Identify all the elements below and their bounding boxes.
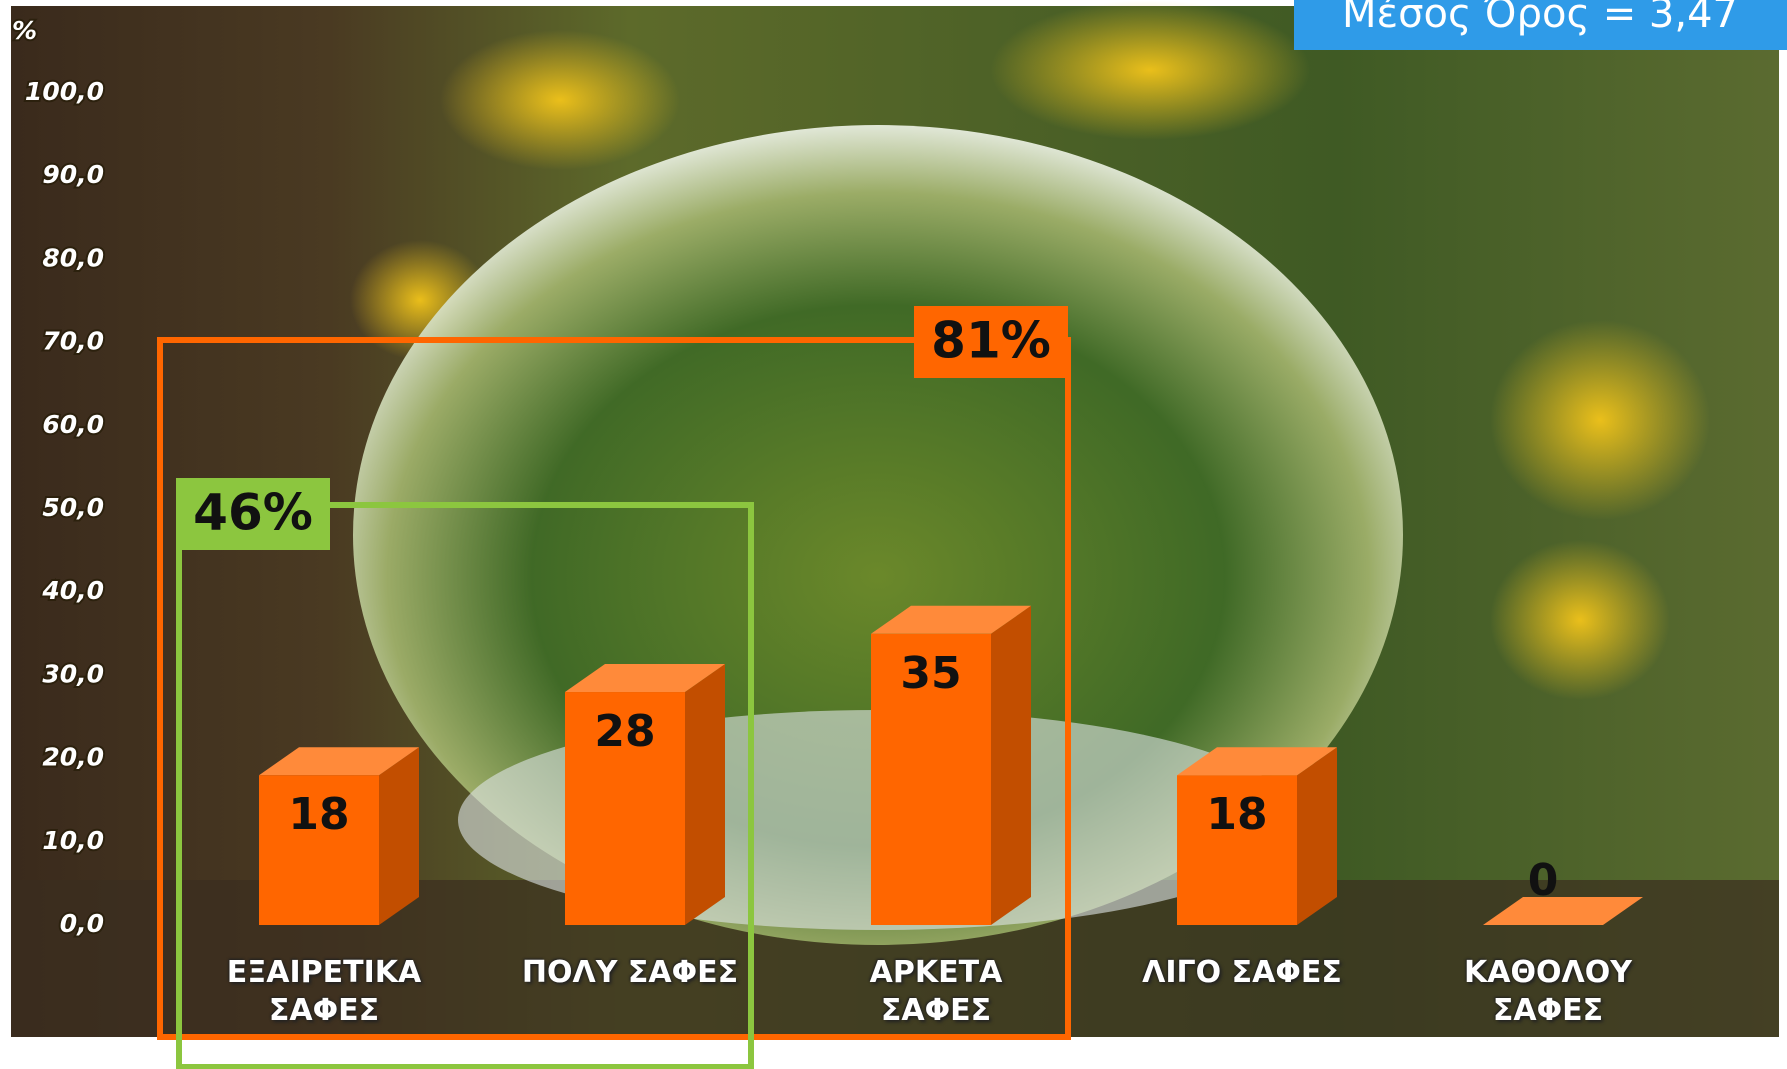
y-tick-label: 20,0 [42,743,104,772]
y-tick-label: 30,0 [42,659,104,688]
value-label: 28 [594,706,655,757]
bar [1177,775,1297,925]
y-tick-label: 80,0 [42,243,104,272]
bracket-label-box [176,478,330,550]
bar-top [259,747,419,776]
x-tick-label: ΕΞΑΙΡΕΤΙΚΑ ΣΑΦΕΣ [226,955,422,1028]
bracket-box [176,502,754,1069]
bar-top [565,664,725,693]
bar-side [991,605,1031,925]
bar-side [685,664,725,925]
y-tick-label: 60,0 [42,410,104,439]
bracket-box [157,337,1071,1040]
bracket-label-box [914,306,1068,378]
y-axis-label: % [12,16,37,45]
x-tick-label: ΚΑΘΟΛΟΥ ΣΑΦΕΣ [1464,955,1632,1028]
value-label: 35 [900,648,961,699]
y-tick-label: 50,0 [42,493,104,522]
mean-box [1294,0,1787,50]
x-tick-label: ΛΙΓΟ ΣΑΦΕΣ [1142,955,1342,990]
bar-side [379,747,419,925]
bracket-label: 81% [931,312,1051,370]
bar [565,692,685,925]
bracket-label: 46% [193,484,313,542]
value-label: 0 [1528,855,1559,906]
bar-side [1297,747,1337,925]
bar-top [1177,747,1337,776]
y-tick-label: 40,0 [41,576,104,605]
y-tick-label: 0,0 [60,909,104,938]
bar [259,775,379,925]
bar [871,633,991,925]
x-tick-label: ΑΡΚΕΤΑ ΣΑΦΕΣ [869,955,1003,1028]
bar-top [1483,897,1643,925]
y-tick-label: 70,0 [42,327,104,356]
value-label: 18 [1206,789,1267,840]
x-tick-label: ΠΟΛΥ ΣΑΦΕΣ [521,955,739,990]
value-label: 18 [288,789,349,840]
mean-label: Μέσος Όρος = 3,47 [1342,0,1738,37]
y-tick-label: 100,0 [25,77,104,106]
bar-top [871,605,1031,634]
y-tick-label: 90,0 [42,160,104,189]
y-tick-label: 10,0 [42,826,104,855]
